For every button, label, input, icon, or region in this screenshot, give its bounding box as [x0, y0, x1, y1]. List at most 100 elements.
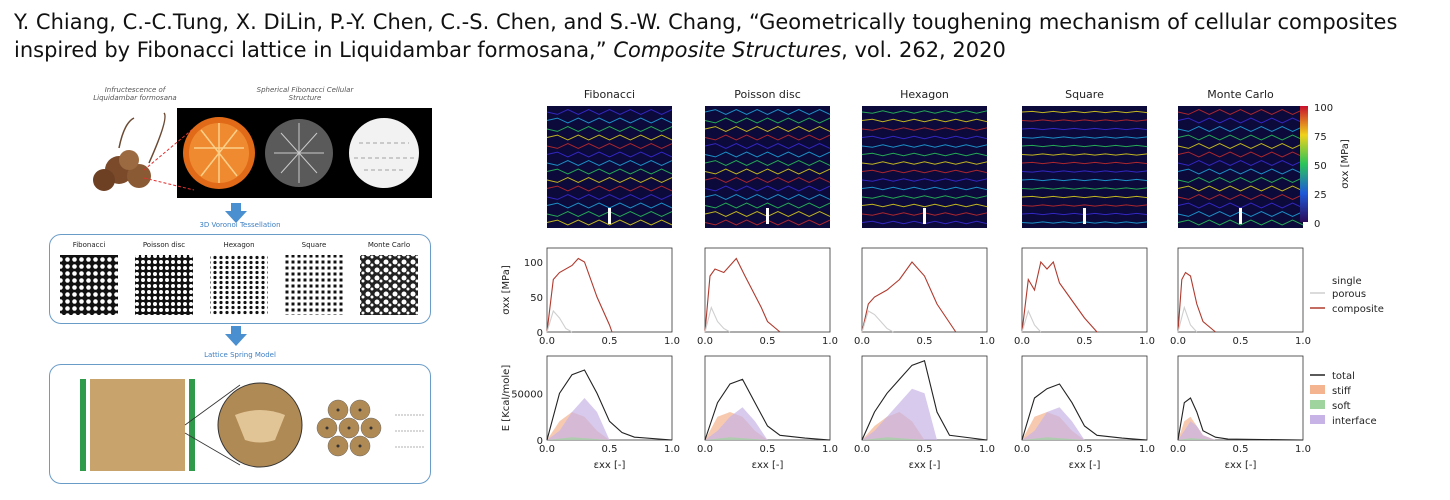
legend-soft: soft	[1332, 401, 1351, 412]
photo-label-infructescence: Infructescence of Liquidambar formosana	[93, 86, 177, 102]
tess-label-montecarlo: Monte Carlo	[367, 241, 411, 249]
axes-frame-r3-4	[1177, 355, 1304, 441]
xtick-r2-2-0: 0.0	[854, 336, 870, 347]
xtick-r3-2-0: 0.0	[854, 444, 870, 455]
tessellation-title: 3D Voronoi Tessellation	[199, 221, 281, 229]
tessellation-panel: 3D Voronoi Tessellation Fibonacci Poisso…	[49, 221, 431, 324]
xtick-r3-3-0: 0.0	[1014, 444, 1030, 455]
energy-area-interface-0	[547, 398, 610, 440]
stress-line-single-porous-1	[704, 305, 731, 333]
axes-frame-r2-0	[546, 247, 673, 333]
xtick-r2-2-2: 1.0	[979, 336, 995, 347]
axes-frame-r2-2	[861, 247, 988, 333]
legend-single-2: porous	[1332, 289, 1366, 300]
xlabel-r3-0: εxx [-]	[594, 460, 626, 471]
row3-legend	[1310, 374, 1325, 424]
xtick-r3-4-0: 0.0	[1170, 444, 1186, 455]
xtick-r3-3-2: 1.0	[1139, 444, 1155, 455]
row2-ylabel: σxx [MPa]	[501, 265, 512, 315]
tess-label-square: Square	[301, 241, 327, 249]
ytick-r2-0: 0	[537, 328, 543, 339]
citation-title: “Geometrically toughening mechanism of c…	[14, 10, 1398, 62]
stress-line-composite-3	[1021, 260, 1098, 333]
citation-authors: Y. Chiang, C.-C.Tung, X. DiLin, P.-Y. Ch…	[14, 10, 743, 34]
xtick-r2-4-1: 0.5	[1233, 336, 1249, 347]
xtick-r3-1-0: 0.0	[697, 444, 713, 455]
ytick-r2-1: 50	[530, 293, 543, 304]
xtick-r2-1-0: 0.0	[697, 336, 713, 347]
stress-map-4	[1177, 106, 1304, 228]
flow-arrow-2-shaft	[231, 326, 241, 334]
xtick-r3-1-1: 0.5	[760, 444, 776, 455]
xtick-r3-2-1: 0.5	[917, 444, 933, 455]
energy-area-soft-4	[1178, 438, 1216, 440]
column-title-4: Monte Carlo	[1207, 88, 1274, 101]
energy-area-soft-2	[862, 437, 925, 440]
xtick-r3-0-2: 1.0	[664, 444, 680, 455]
citation: Y. Chiang, C.-C.Tung, X. DiLin, P.-Y. Ch…	[14, 8, 1444, 64]
xlabel-r3-1: εxx [-]	[752, 460, 784, 471]
tessellation-thumbnails	[60, 255, 418, 315]
colorbar-label: σxx [MPa]	[1340, 139, 1351, 189]
stress-line-composite-4	[1177, 271, 1216, 333]
colorbar-tick-3: 25	[1314, 190, 1327, 201]
stress-line-single-porous-4	[1177, 305, 1198, 333]
stress-map-0	[546, 106, 673, 228]
citation-volume: , vol. 262, 2020	[841, 38, 1006, 62]
energy-line-total-0	[546, 369, 673, 441]
legend-total: total	[1332, 371, 1355, 382]
xtick-r2-1-2: 1.0	[822, 336, 838, 347]
energy-area-soft-0	[547, 437, 610, 440]
energy-line-total-4	[1177, 397, 1304, 441]
legend-stiff: stiff	[1332, 386, 1352, 397]
tess-label-poisson: Poisson disc	[142, 241, 186, 249]
legend-composite: composite	[1332, 304, 1384, 315]
flow-arrow-2	[225, 334, 247, 346]
stress-line-composite-1	[704, 257, 781, 333]
flow-arrow-1	[225, 211, 247, 223]
axes-frame-r2-1	[704, 247, 831, 333]
axes-frame-r2-4	[1177, 247, 1304, 333]
lattice-model-illustration	[80, 379, 425, 471]
row2-legend	[1310, 292, 1325, 309]
energy-line-total-2	[861, 359, 988, 441]
xtick-r3-4-1: 0.5	[1233, 444, 1249, 455]
xtick-r2-1-1: 0.5	[760, 336, 776, 347]
stress-line-single-porous-0	[546, 309, 573, 333]
axes-frame-r2-3	[1021, 247, 1148, 333]
xtick-r3-0-1: 0.5	[602, 444, 618, 455]
energy-line-total-3	[1021, 383, 1148, 441]
xtick-r3-3-1: 0.5	[1077, 444, 1093, 455]
xtick-r2-2-1: 0.5	[917, 336, 933, 347]
ytick-r3-1: 50000	[511, 389, 543, 400]
stress-map-1	[704, 106, 831, 228]
xtick-r3-4-2: 1.0	[1295, 444, 1311, 455]
stress-line-single-porous-2	[861, 310, 894, 333]
xtick-r3-0-0: 0.0	[539, 444, 555, 455]
xtick-r2-0-1: 0.5	[602, 336, 618, 347]
xtick-r2-4-2: 1.0	[1295, 336, 1311, 347]
xtick-r3-2-2: 1.0	[979, 444, 995, 455]
energy-area-interface-4	[1178, 421, 1216, 440]
xlabel-r3-3: εxx [-]	[1069, 460, 1101, 471]
specimen-photo-strip	[49, 108, 432, 198]
column-title-1: Poisson disc	[734, 88, 801, 101]
xtick-r2-3-1: 0.5	[1077, 336, 1093, 347]
column-title-2: Hexagon	[900, 88, 949, 101]
stress-line-single-porous-3	[1021, 309, 1042, 333]
specimen-illustration	[93, 112, 419, 191]
stress-map-3	[1021, 106, 1148, 228]
legend-single-1: single	[1332, 276, 1362, 287]
stress-line-composite-0	[546, 257, 613, 333]
ytick-r3-0: 0	[537, 436, 543, 447]
xtick-r2-0-0: 0.0	[539, 336, 555, 347]
colorbar-tick-1: 75	[1314, 132, 1327, 143]
energy-line-total-1	[704, 378, 831, 441]
ytick-r2-2: 100	[524, 258, 543, 269]
flow-arrow-1-shaft	[231, 203, 241, 211]
xtick-r2-0-2: 1.0	[664, 336, 680, 347]
column-title-3: Square	[1065, 88, 1104, 101]
stress-map-2	[861, 106, 988, 228]
colorbar-tick-4: 0	[1314, 219, 1320, 230]
tess-label-hexagon: Hexagon	[223, 241, 255, 249]
